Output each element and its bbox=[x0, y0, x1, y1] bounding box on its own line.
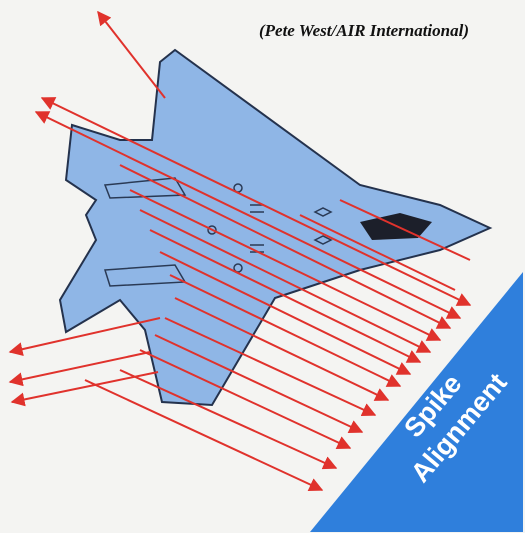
image-credit: (Pete West/AIR International) bbox=[259, 21, 469, 40]
diagram: Spike Alignment (Pete West/AIR Internati… bbox=[0, 0, 525, 533]
